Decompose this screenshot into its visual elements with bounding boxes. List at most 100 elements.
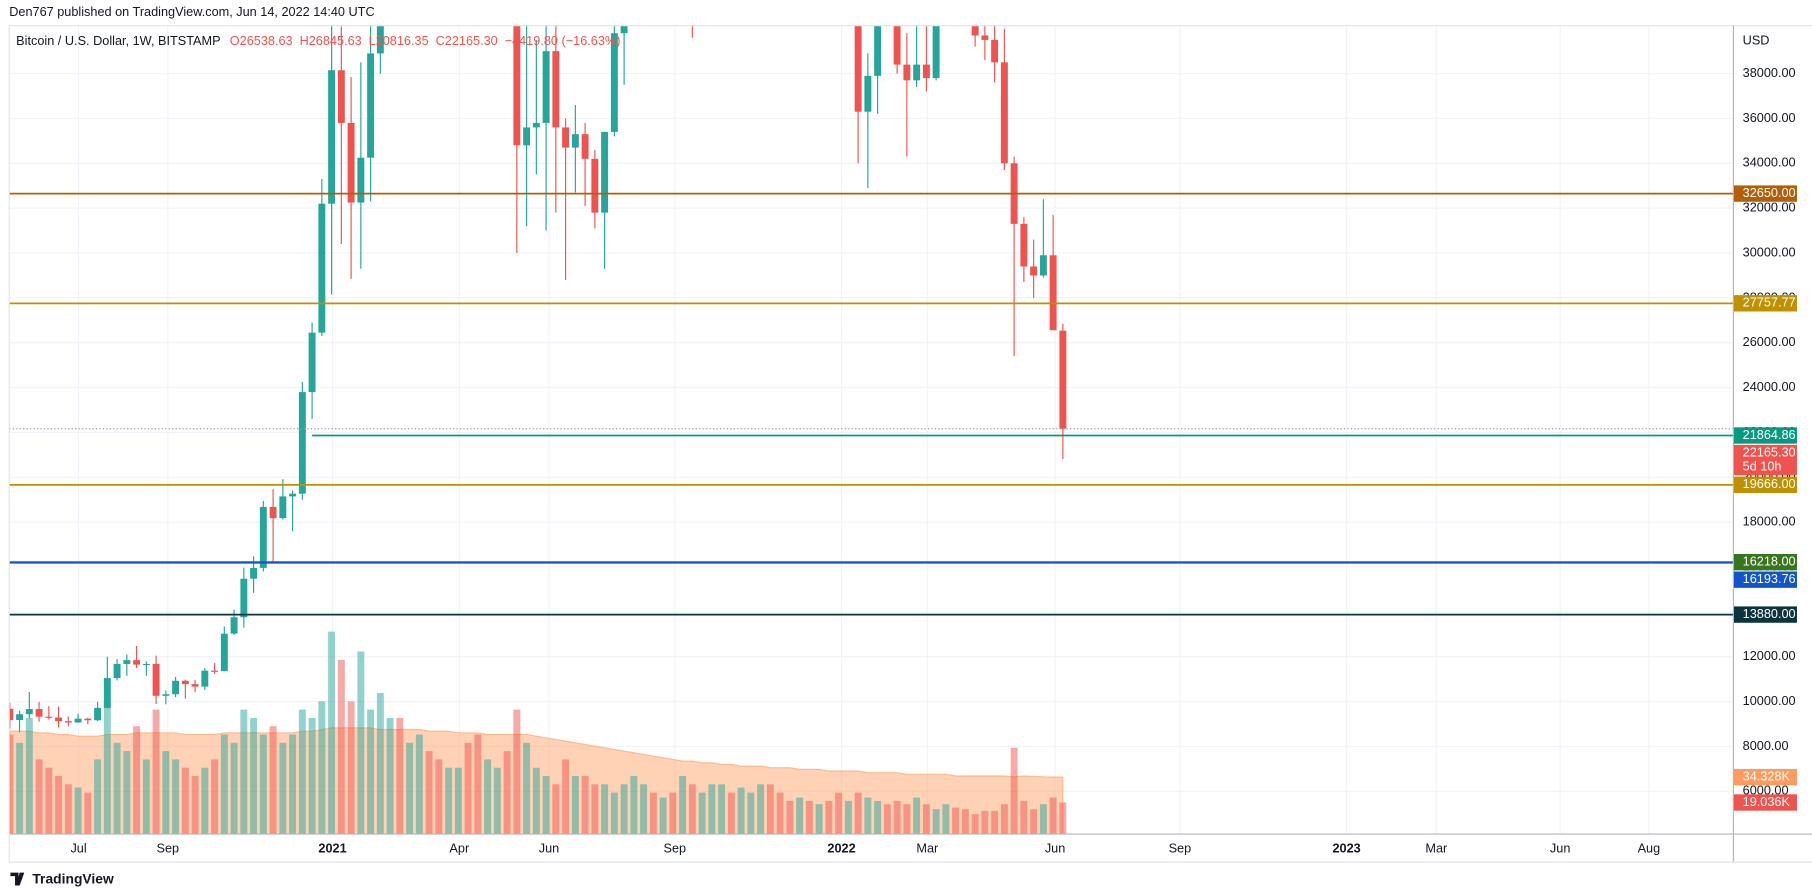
legend-close: C22165.30	[436, 33, 498, 48]
x-tick-label: 2021	[318, 841, 346, 856]
volume-bar	[269, 726, 277, 835]
volume-bar	[835, 792, 843, 835]
volume-bar	[464, 742, 472, 835]
candle-body	[35, 709, 43, 717]
x-tick-label: Sep	[1169, 841, 1192, 856]
price-label: 5d 10h	[1743, 458, 1782, 473]
candle-body	[591, 158, 599, 213]
candle-body	[328, 70, 336, 204]
y-tick-label: 34000.00	[1743, 155, 1796, 170]
candle-body	[318, 203, 326, 333]
candle-body	[991, 39, 999, 63]
volume-bar	[474, 734, 482, 835]
volume-bar	[396, 717, 404, 835]
y-tick-label: 36000.00	[1743, 110, 1796, 125]
candle-body	[903, 64, 911, 81]
volume-bar	[94, 759, 102, 835]
y-tick-label: 6000.00	[1743, 783, 1789, 798]
legend-change: −4419.80 (−16.63%)	[505, 33, 621, 48]
volume-bar	[601, 784, 609, 835]
candle-body	[913, 64, 921, 81]
volume-bar	[649, 792, 657, 835]
volume-bar	[659, 797, 667, 835]
volume-bar	[406, 742, 414, 835]
candle-body	[532, 122, 540, 128]
volume-bar	[1039, 804, 1047, 835]
y-tick-label: 18000.00	[1743, 514, 1796, 529]
volume-bar	[152, 709, 160, 835]
volume-bar	[903, 804, 911, 835]
volume-bar	[1020, 800, 1028, 835]
volume-bar	[35, 759, 43, 835]
x-tick-label: 2023	[1332, 841, 1360, 856]
candle-body	[523, 127, 531, 146]
volume-bar	[679, 775, 687, 835]
volume-bar	[318, 701, 326, 835]
candle-body	[211, 670, 219, 672]
legend-high: H26845.63	[300, 33, 362, 48]
volume-bar	[610, 792, 618, 835]
price-label-box	[1733, 427, 1797, 444]
volume-bar	[211, 759, 219, 835]
volume-bar	[493, 767, 501, 835]
volume-bar	[279, 742, 287, 835]
volume-bar	[308, 717, 316, 835]
volume-bar	[854, 792, 862, 835]
volume-bar	[45, 767, 53, 835]
candle-body	[269, 506, 277, 519]
candle-body	[562, 127, 570, 148]
candle-body	[152, 663, 160, 696]
volume-bar	[162, 751, 170, 835]
price-label: 19666.00	[1743, 476, 1796, 491]
volume-bar	[815, 804, 823, 835]
volume-bar	[113, 742, 121, 835]
candle-body	[376, 25, 384, 54]
price-label-box	[1733, 185, 1797, 202]
candles	[9, 25, 1067, 733]
volume-bar	[747, 792, 755, 835]
candle-body	[259, 506, 267, 568]
candle-body	[1049, 255, 1057, 331]
candle-body	[240, 578, 248, 618]
price-label: 13880.00	[1743, 606, 1796, 621]
volume-bar	[688, 784, 696, 835]
x-tick-label: Sep	[664, 841, 687, 856]
price-label-box	[1733, 444, 1797, 476]
candle-body	[357, 157, 365, 203]
volume-bar	[25, 717, 33, 835]
volume-bar	[1010, 747, 1018, 835]
candle-body	[279, 496, 287, 519]
volume-bar	[328, 631, 336, 835]
candle-body	[250, 567, 258, 579]
volume-bar	[952, 807, 960, 835]
candle-body	[16, 714, 24, 721]
volume-bar	[630, 775, 638, 835]
volume-bar	[620, 784, 628, 835]
volume-bar	[513, 709, 521, 835]
candle-body	[201, 670, 209, 687]
candle-body	[162, 694, 170, 696]
candle-body	[337, 70, 345, 123]
price-axis-bg	[1733, 25, 1812, 863]
volume-bar	[591, 784, 599, 835]
volume-bar	[16, 742, 24, 835]
volume-bar	[552, 784, 560, 835]
volume-bar	[425, 751, 433, 835]
candle-body	[289, 493, 297, 497]
volume-bar	[864, 797, 872, 835]
volume-ma-label: 34.328K	[1743, 768, 1791, 783]
volume-bar	[181, 767, 189, 835]
x-tick-label: Mar	[1425, 841, 1448, 856]
axes: 6000.008000.0010000.0012000.0014000.0016…	[70, 65, 1797, 856]
price-label-box	[1733, 606, 1797, 623]
candle-body	[347, 122, 355, 203]
volume-bar	[84, 792, 92, 835]
x-tick-label: Sep	[156, 841, 179, 856]
price-label: 32650.00	[1743, 185, 1796, 200]
volume-bar	[376, 692, 384, 835]
price-label: 22165.30	[1743, 444, 1796, 459]
price-label: 21864.86	[1743, 427, 1796, 442]
volume-bar	[103, 701, 111, 835]
candle-body	[367, 53, 375, 158]
candle-body	[55, 717, 63, 722]
